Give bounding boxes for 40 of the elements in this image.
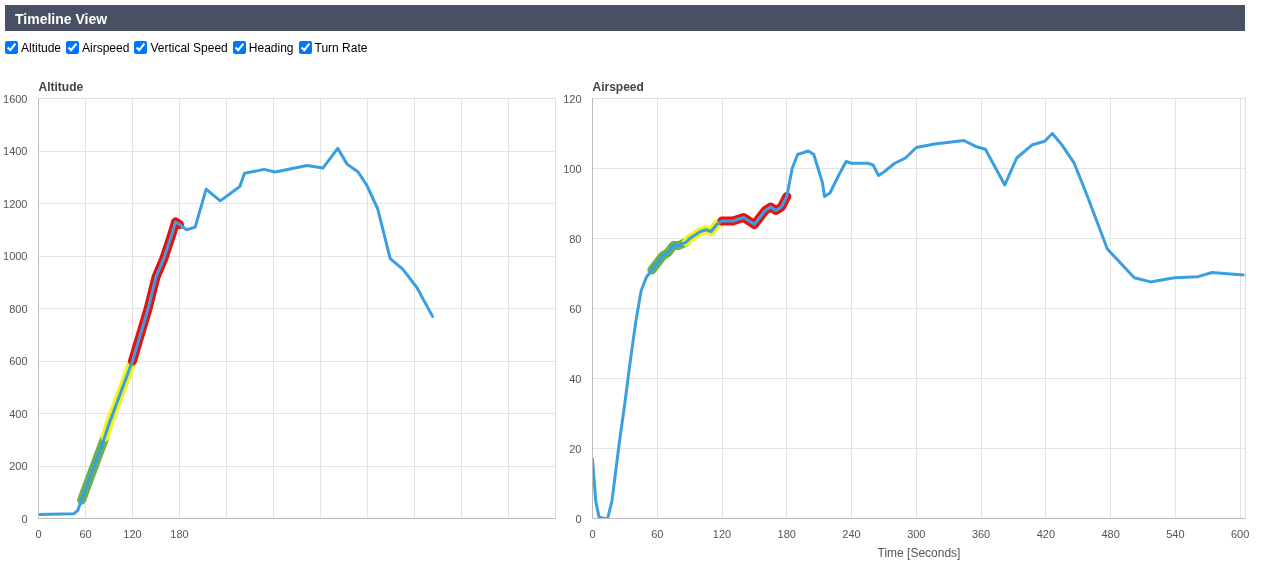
x-tick-label: 480 <box>1101 527 1120 540</box>
x-tick-label: 0 <box>35 527 42 540</box>
text: Turn Rate <box>314 41 368 55</box>
x-axis-title: Time [Seconds] <box>877 545 961 560</box>
y-tick-label: 1000 <box>3 250 28 262</box>
y-tick-label: 600 <box>9 355 28 367</box>
x-tick-label: 60 <box>651 527 664 540</box>
chart-title: Airspeed <box>592 79 644 94</box>
y-tick-label: 1400 <box>3 145 28 157</box>
x-tick-label: 120 <box>712 527 732 540</box>
text: Altitude <box>21 41 62 55</box>
x-tick-label: 60 <box>79 527 92 540</box>
y-tick-label: 60 <box>569 302 582 315</box>
x-tick-label: 540 <box>1166 527 1185 540</box>
y-tick-label: 20 <box>569 442 582 455</box>
x-tick-label: 180 <box>170 527 189 540</box>
text: Heading <box>248 41 294 55</box>
y-tick-label: 0 <box>575 512 582 525</box>
y-tick-label: 200 <box>9 460 28 472</box>
x-tick-label: 120 <box>123 527 142 540</box>
y-tick-label: 100 <box>563 162 582 175</box>
x-tick-label: 300 <box>907 527 926 540</box>
text: Vertical Speed <box>150 41 228 55</box>
y-tick-label: 800 <box>9 302 28 315</box>
x-tick-label: 240 <box>842 527 861 540</box>
x-tick-label: 180 <box>777 527 796 540</box>
y-tick-label: 120 <box>563 92 582 105</box>
x-tick-label: 600 <box>1230 527 1250 540</box>
x-tick-label: 360 <box>971 527 991 540</box>
y-tick-label: 1200 <box>3 197 28 210</box>
y-tick-label: 80 <box>569 232 582 245</box>
x-tick-label: 420 <box>1036 527 1056 540</box>
text: Timeline View <box>15 10 108 29</box>
chart-title: Altitude <box>38 79 84 94</box>
y-tick-label: 40 <box>569 372 582 385</box>
text: Airspeed <box>82 41 130 55</box>
x-tick-label: 0 <box>589 527 596 540</box>
y-tick-label: 1600 <box>3 92 28 105</box>
y-tick-label: 400 <box>9 407 28 420</box>
y-tick-label: 0 <box>21 512 28 525</box>
